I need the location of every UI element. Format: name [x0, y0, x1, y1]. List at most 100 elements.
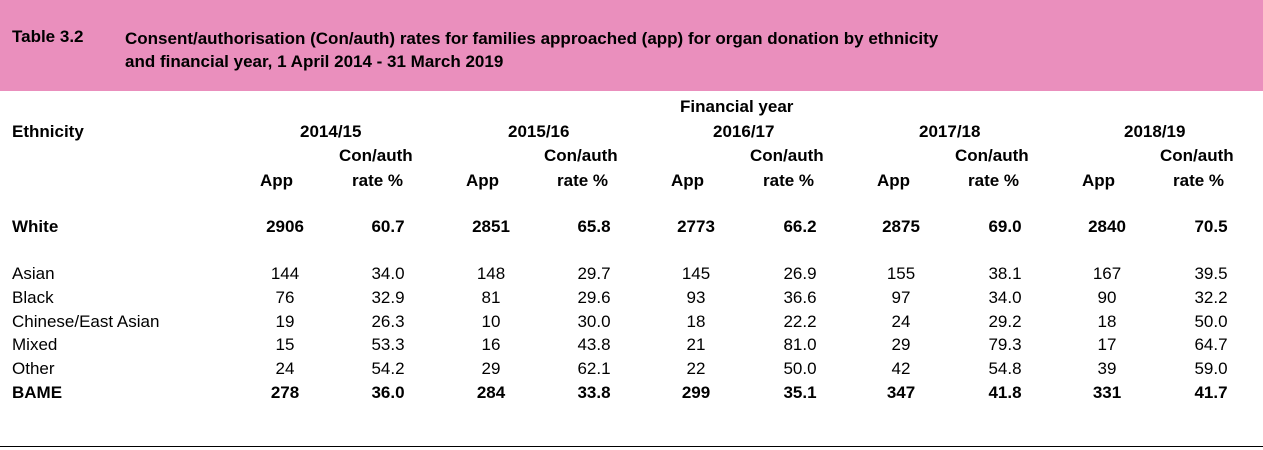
table-cell: 2773	[677, 217, 715, 236]
row-label-asian: Asian	[12, 264, 55, 283]
year-heading-2014-15: 2014/15	[300, 122, 362, 141]
app-heading: App	[671, 171, 705, 190]
table-title-bar: Table 3.2 Consent/authorisation (Con/aut…	[0, 0, 1263, 91]
table-cell: 60.7	[371, 217, 405, 236]
table-cell: 93	[686, 288, 706, 307]
table-cell: 66.2	[783, 217, 817, 236]
table-cell: 144	[270, 264, 300, 283]
table-cell: 62.1	[577, 359, 611, 378]
table-cell: 26.3	[371, 312, 405, 331]
rate-heading-line1: Con/auth	[1160, 146, 1234, 165]
table-cell: 24	[275, 359, 295, 378]
year-heading-2015-16: 2015/16	[508, 122, 570, 141]
app-heading: App	[466, 171, 500, 190]
table-cell: 10	[481, 312, 501, 331]
table-cell: 331	[1092, 383, 1122, 402]
rate-heading-line1: Con/auth	[339, 146, 413, 165]
table-cell: 17	[1097, 335, 1117, 354]
table-cell: 32.9	[371, 288, 405, 307]
table-cell: 347	[886, 383, 916, 402]
table-cell: 41.8	[988, 383, 1022, 402]
table-cell: 50.0	[1194, 312, 1228, 331]
table-cell: 35.1	[783, 383, 817, 402]
table-cell: 59.0	[1194, 359, 1228, 378]
table-cell: 90	[1097, 288, 1117, 307]
table-cell: 148	[476, 264, 506, 283]
table-cell: 32.2	[1194, 288, 1228, 307]
financial-year-heading: Financial year	[680, 97, 794, 116]
table-cell: 278	[270, 383, 300, 402]
rate-heading-line1: Con/auth	[955, 146, 1029, 165]
table-cell: 15	[275, 335, 295, 354]
table-cell: 36.0	[371, 383, 405, 402]
table-cell: 54.2	[371, 359, 405, 378]
table-cell: 22	[686, 359, 706, 378]
row-label-bame: BAME	[12, 383, 63, 402]
year-heading-2018-19: 2018/19	[1124, 122, 1186, 141]
table-cell: 53.3	[371, 335, 405, 354]
year-heading-2017-18: 2017/18	[919, 122, 981, 141]
table-cell: 39.5	[1194, 264, 1228, 283]
table-cell: 167	[1092, 264, 1122, 283]
table-cell: 2906	[266, 217, 304, 236]
table-cell: 30.0	[577, 312, 611, 331]
table-cell: 81	[481, 288, 501, 307]
table-cell: 284	[476, 383, 506, 402]
table-number: Table 3.2	[12, 27, 84, 46]
rate-heading-line2: rate %	[968, 171, 1020, 190]
table-cell: 54.8	[988, 359, 1022, 378]
table-cell: 64.7	[1194, 335, 1228, 354]
table-cell: 70.5	[1194, 217, 1228, 236]
rate-heading-line1: Con/auth	[544, 146, 618, 165]
bottom-rule	[0, 446, 1263, 447]
table-cell: 97	[891, 288, 911, 307]
table-cell: 24	[891, 312, 911, 331]
table-cell: 29.7	[577, 264, 611, 283]
table-cell: 38.1	[988, 264, 1022, 283]
app-heading: App	[260, 171, 294, 190]
table-cell: 34.0	[371, 264, 405, 283]
rate-heading-line2: rate %	[763, 171, 815, 190]
table-cell: 29.6	[577, 288, 611, 307]
app-heading: App	[1082, 171, 1116, 190]
rate-heading-line2: rate %	[1173, 171, 1225, 190]
row-label-chinese-east-asian: Chinese/East Asian	[12, 312, 160, 331]
table-cell: 26.9	[783, 264, 817, 283]
table-cell: 2840	[1088, 217, 1126, 236]
table-cell: 76	[275, 288, 295, 307]
table-title-line1: Consent/authorisation (Con/auth) rates f…	[125, 29, 939, 48]
table-cell: 65.8	[577, 217, 611, 236]
table-cell: 81.0	[783, 335, 817, 354]
table-cell: 29.2	[988, 312, 1022, 331]
table-cell: 34.0	[988, 288, 1022, 307]
table-cell: 36.6	[783, 288, 817, 307]
row-label-white: White	[12, 217, 59, 236]
table-title-line2: and financial year, 1 April 2014 - 31 Ma…	[125, 52, 504, 71]
table-cell: 79.3	[988, 335, 1022, 354]
table-cell: 29	[891, 335, 911, 354]
rate-heading-line1: Con/auth	[750, 146, 824, 165]
table-cell: 145	[681, 264, 711, 283]
row-label-mixed: Mixed	[12, 335, 58, 354]
table-cell: 18	[686, 312, 706, 331]
table-cell: 2851	[472, 217, 510, 236]
rate-heading-line2: rate %	[557, 171, 609, 190]
table-cell: 19	[275, 312, 295, 331]
ethnicity-heading: Ethnicity	[12, 122, 84, 141]
row-label-black: Black	[12, 288, 54, 307]
table-cell: 50.0	[783, 359, 817, 378]
rate-heading-line2: rate %	[352, 171, 404, 190]
table-cell: 18	[1097, 312, 1117, 331]
table-cell: 155	[886, 264, 916, 283]
table-cell: 22.2	[783, 312, 817, 331]
table-cell: 69.0	[988, 217, 1022, 236]
table-cell: 29	[481, 359, 501, 378]
table-cell: 42	[891, 359, 911, 378]
table-cell: 299	[681, 383, 711, 402]
table-cell: 33.8	[577, 383, 611, 402]
table-cell: 41.7	[1194, 383, 1228, 402]
table-cell: 16	[481, 335, 501, 354]
table-cell: 39	[1097, 359, 1117, 378]
year-heading-2016-17: 2016/17	[713, 122, 775, 141]
